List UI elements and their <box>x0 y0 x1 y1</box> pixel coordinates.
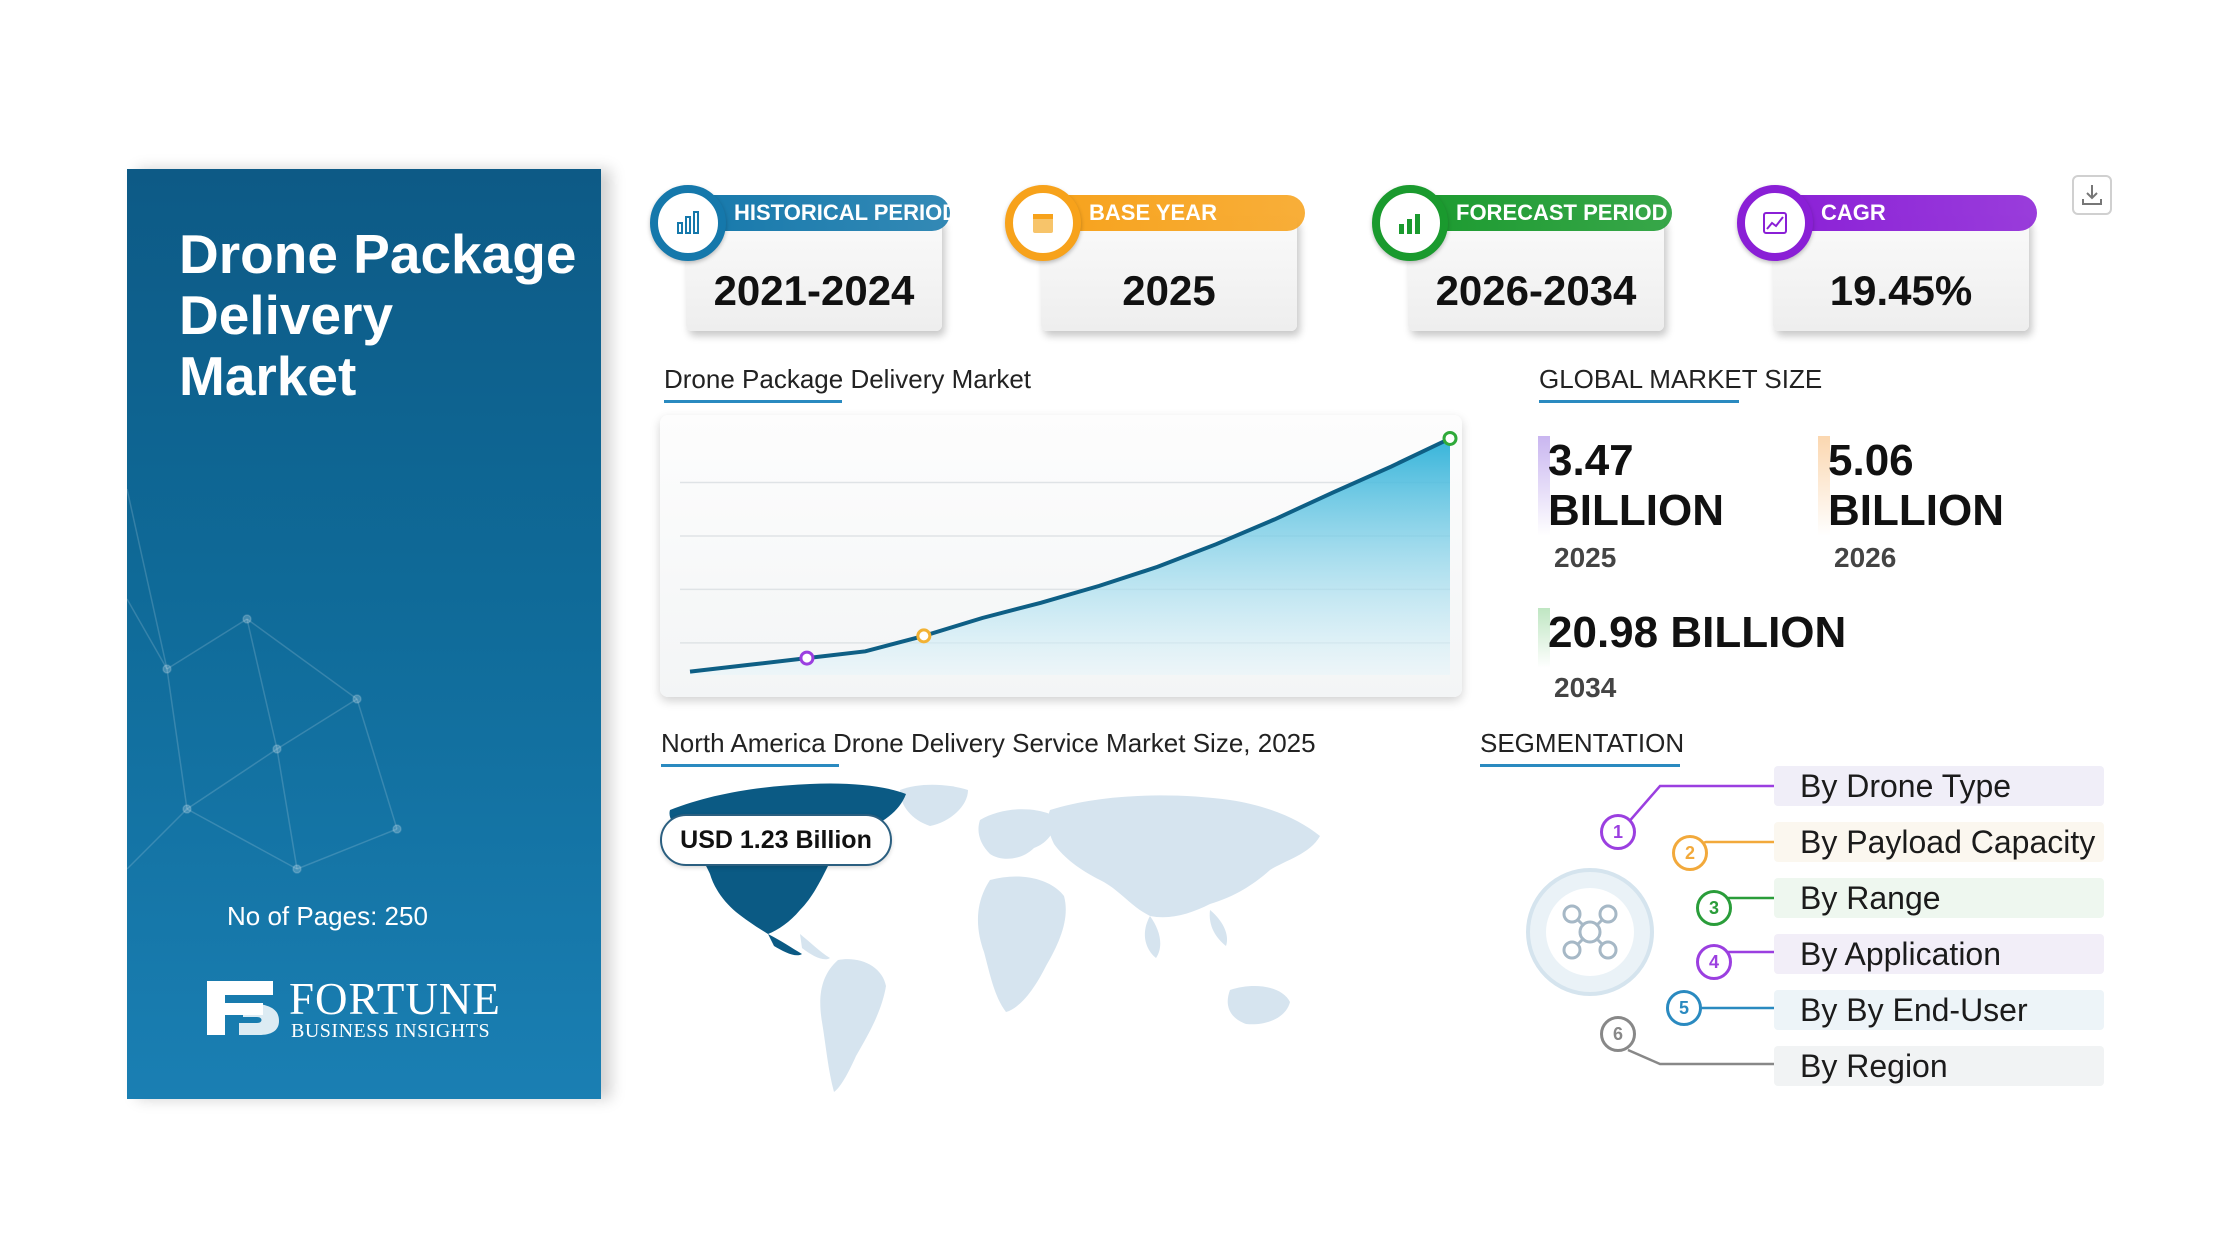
map-title-underline <box>661 764 839 767</box>
stat-value: 2021-2024 <box>713 267 915 314</box>
segment-by-payload-capacity[interactable]: By Payload Capacity <box>1774 822 2104 862</box>
chart-title: Drone Package Delivery Market <box>664 364 1031 403</box>
forecast-chart-icon <box>1372 185 1448 261</box>
market-size-value: 3.47 <box>1548 436 1634 485</box>
stat-card <box>1408 217 1664 331</box>
chart-line <box>689 436 1451 674</box>
stat-value: 2026-2034 <box>1435 267 1637 314</box>
segment-by-drone-type[interactable]: By Drone Type <box>1774 766 2104 806</box>
growth-chart-icon <box>1737 185 1813 261</box>
segment-number: 3 <box>1696 890 1732 926</box>
market-size-year: 2026 <box>1834 542 1897 573</box>
market-size-bar <box>1538 608 1550 668</box>
segment-by-range[interactable]: By Range <box>1774 878 2104 918</box>
download-button[interactable] <box>2072 175 2112 215</box>
download-icon <box>2082 185 2102 205</box>
market-size-unit: BILLION <box>1828 486 2004 535</box>
market-chart <box>660 415 1462 697</box>
page-count: No of Pages: 250 <box>227 901 428 931</box>
market-size-underline <box>1539 400 1739 403</box>
logo-subtitle: BUSINESS INSIGHTS <box>291 1020 491 1042</box>
map-title: North America Drone Delivery Service Mar… <box>661 728 1316 767</box>
left-panel: Drone Package Delivery Market No of Page… <box>127 169 601 1099</box>
segmentation-diagram <box>1526 784 1774 1066</box>
segment-by-end-user[interactable]: By By End-User <box>1774 990 2104 1030</box>
market-size-title: GLOBAL MARKET SIZE <box>1539 364 1822 403</box>
north-america-highlight <box>669 783 906 956</box>
segment-number: 2 <box>1672 835 1708 871</box>
market-size-2025: 3.47 BILLION 2025 <box>1538 436 1808 576</box>
stat-card <box>1041 217 1297 331</box>
segment-number: 5 <box>1666 990 1702 1026</box>
stat-value: 19.45% <box>1829 267 1973 314</box>
page-title: Drone Package Delivery Market <box>179 223 577 407</box>
chart-point <box>916 628 932 644</box>
market-size-value: 20.98 BILLION <box>1548 608 1847 657</box>
chart-title-underline <box>664 400 842 403</box>
fortune-logo-icon <box>207 981 279 1035</box>
chart-point <box>799 650 815 666</box>
stat-label: CAGR <box>1767 195 2037 231</box>
chart-point <box>1442 430 1458 446</box>
segment-by-region[interactable]: By Region <box>1774 1046 2104 1086</box>
market-size-bar <box>1538 436 1550 536</box>
segment-number: 6 <box>1600 1016 1636 1052</box>
segment-by-application[interactable]: By Application <box>1774 934 2104 974</box>
market-size-year: 2025 <box>1554 542 1617 573</box>
market-size-2034: 20.98 BILLION 2034 <box>1538 608 1958 708</box>
drone-icon <box>1562 904 1618 960</box>
fortune-logo[interactable]: FORTUNE BUSINESS INSIGHTS <box>203 974 523 1045</box>
network-pattern-icon <box>127 488 402 874</box>
segment-number: 4 <box>1696 944 1732 980</box>
stat-card <box>686 217 942 331</box>
market-size-year: 2034 <box>1554 672 1617 703</box>
world-map-land <box>800 784 1320 1092</box>
calendar-icon <box>1005 185 1081 261</box>
market-size-value: 5.06 <box>1828 436 1914 485</box>
logo-brand: FORTUNE <box>289 974 501 1024</box>
market-size-bar <box>1818 436 1830 536</box>
bar-chart-icon <box>650 185 726 261</box>
chart-area <box>690 438 1450 675</box>
stat-card <box>1773 217 2029 331</box>
segmentation-underline <box>1480 764 1680 767</box>
segment-number: 1 <box>1600 814 1636 850</box>
segmentation-title: SEGMENTATION <box>1480 728 1684 767</box>
stat-value: 2025 <box>1122 267 1216 314</box>
area-chart <box>680 430 1458 675</box>
market-size-unit: BILLION <box>1548 486 1724 535</box>
usd-badge: USD 1.23 Billion <box>660 814 892 866</box>
market-size-2026: 5.06 BILLION 2026 <box>1818 436 2088 576</box>
